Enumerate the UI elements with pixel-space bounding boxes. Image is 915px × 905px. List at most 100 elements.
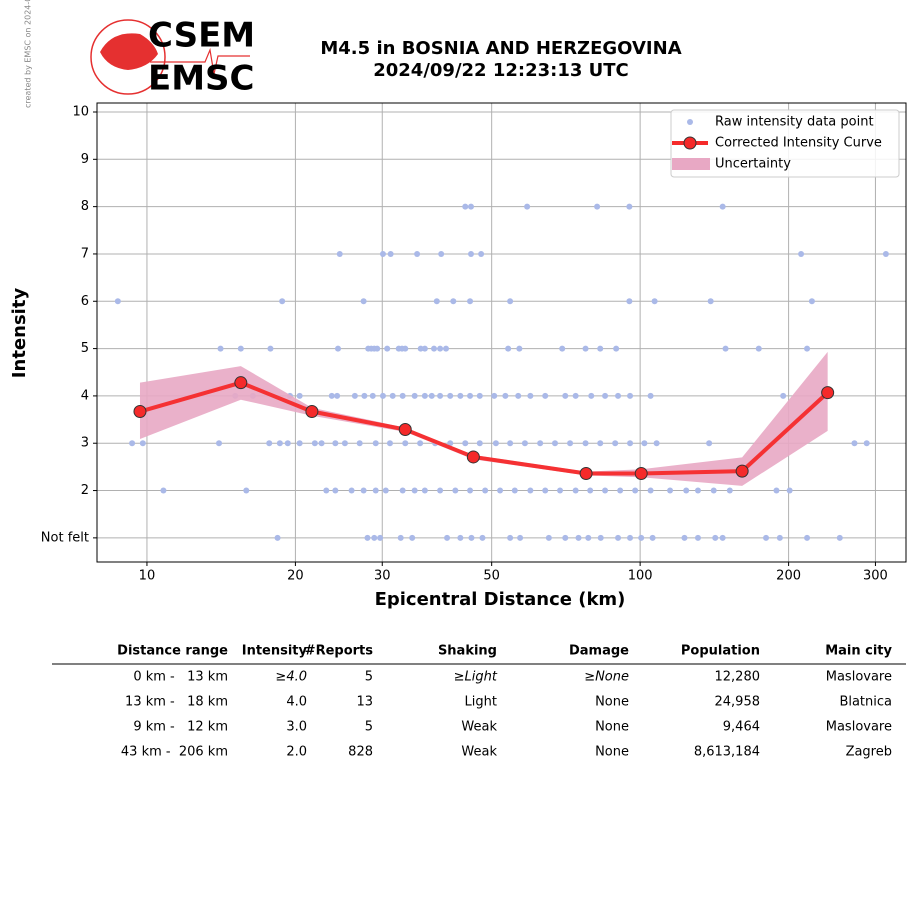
data-point	[582, 440, 589, 447]
data-point	[360, 487, 367, 494]
data-point	[323, 487, 330, 494]
data-point	[437, 487, 444, 494]
data-point	[567, 440, 574, 447]
data-point	[572, 487, 579, 494]
data-point	[284, 440, 291, 447]
table-cell: 5	[365, 670, 373, 685]
data-point	[389, 392, 396, 399]
table-header: Main city	[825, 644, 892, 659]
data-point	[505, 345, 512, 352]
data-point	[457, 392, 464, 399]
data-point	[377, 534, 384, 541]
data-point	[139, 440, 146, 447]
data-point	[296, 440, 303, 447]
data-point	[537, 440, 544, 447]
data-point	[602, 392, 609, 399]
data-point	[384, 345, 391, 352]
y-tick-label: 5	[81, 341, 89, 356]
data-point	[585, 534, 592, 541]
data-point	[808, 298, 815, 305]
data-point	[279, 298, 286, 305]
data-point	[763, 534, 770, 541]
data-point	[431, 345, 438, 352]
data-point	[447, 392, 454, 399]
data-point	[374, 345, 381, 352]
data-point	[615, 392, 622, 399]
data-point	[476, 440, 483, 447]
data-point	[437, 345, 444, 352]
data-point	[335, 345, 342, 352]
y-tick-label: 3	[81, 436, 89, 451]
data-point	[443, 345, 450, 352]
data-point	[683, 487, 690, 494]
data-point	[542, 487, 549, 494]
data-point	[428, 392, 435, 399]
data-point	[444, 534, 451, 541]
data-point	[402, 440, 409, 447]
x-tick-label: 300	[863, 569, 888, 584]
data-point	[719, 203, 726, 210]
data-point	[216, 440, 223, 447]
y-tick-label: 6	[81, 294, 89, 309]
data-point	[318, 440, 325, 447]
table-cell: Blatnica	[839, 695, 892, 710]
data-point	[641, 440, 648, 447]
table-header: Population	[681, 644, 760, 659]
data-point	[511, 487, 518, 494]
data-point	[372, 487, 379, 494]
plot-frame	[96, 102, 907, 563]
data-point	[776, 534, 783, 541]
table-cell: ≥Light	[454, 670, 498, 685]
data-point	[712, 534, 719, 541]
y-tick-label: 8	[81, 199, 89, 214]
data-point	[597, 345, 604, 352]
data-point	[588, 392, 595, 399]
data-point	[332, 440, 339, 447]
data-point	[615, 534, 622, 541]
data-point	[452, 487, 459, 494]
data-point	[527, 487, 534, 494]
data-point	[447, 440, 454, 447]
logo-map	[100, 33, 158, 70]
y-tick-label: 7	[81, 246, 89, 261]
data-point	[417, 345, 424, 352]
data-point	[467, 203, 474, 210]
table-cell: Weak	[461, 720, 497, 735]
x-tick-label: 20	[287, 569, 304, 584]
data-point	[467, 487, 474, 494]
data-point	[516, 345, 523, 352]
table-cell: 8,613,184	[694, 745, 760, 760]
data-point	[632, 487, 639, 494]
logo-wave	[150, 47, 250, 75]
data-point	[626, 298, 633, 305]
data-point	[617, 487, 624, 494]
data-point	[274, 534, 281, 541]
data-point	[507, 298, 514, 305]
curve-marker	[305, 405, 319, 419]
curve-marker	[133, 405, 147, 419]
table-cell: Zagreb	[846, 745, 892, 760]
y-axis-label: Intensity	[9, 288, 30, 379]
data-point	[707, 298, 714, 305]
data-point	[542, 392, 549, 399]
table-cell: 2.0	[286, 745, 307, 760]
data-point	[438, 250, 445, 257]
data-point	[587, 487, 594, 494]
data-point	[780, 392, 787, 399]
data-point	[627, 392, 634, 399]
data-point	[627, 534, 634, 541]
data-point	[379, 250, 386, 257]
logo-globe	[90, 19, 166, 95]
data-point	[266, 440, 273, 447]
data-point	[694, 534, 701, 541]
data-point	[399, 392, 406, 399]
data-point	[267, 345, 274, 352]
y-tick-label: 9	[81, 152, 89, 167]
data-point	[804, 534, 811, 541]
table-cell: Weak	[461, 745, 497, 760]
data-point	[649, 534, 656, 541]
data-point	[360, 298, 367, 305]
data-point	[417, 440, 424, 447]
table-cell: 828	[348, 745, 373, 760]
data-point	[710, 487, 717, 494]
